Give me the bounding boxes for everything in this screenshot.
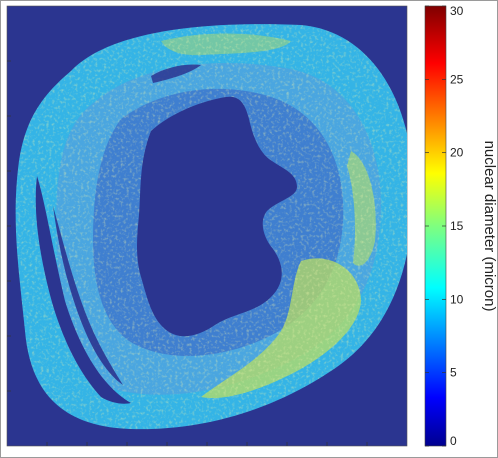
- upper-gap: [151, 64, 201, 83]
- central-cavity: [137, 96, 297, 337]
- tissue-map: [15, 24, 407, 430]
- colorbar-tick-label: 25: [450, 72, 464, 86]
- colorbar-tick-label: 10: [450, 292, 464, 306]
- colorbar-tick-label: 20: [450, 146, 464, 160]
- colorbar-label: nuclear diameter (micron): [481, 141, 497, 312]
- colorbar: 0 5 10 15 20 25 30 nuclear diameter (micron): [424, 4, 497, 448]
- y-axis-ticks: [7, 60, 11, 392]
- colorbar-tick-label: 30: [450, 4, 464, 18]
- colorbar-ticks: 0 5 10 15 20 25 30: [425, 4, 464, 448]
- left-wall-gap: [35, 176, 131, 404]
- plot-area: [6, 5, 408, 447]
- x-axis-ticks: [46, 442, 368, 446]
- colorbar-tick-label: 15: [450, 219, 464, 233]
- colorbar-tick-label: 5: [450, 366, 457, 380]
- colorbar-tick-label: 0: [450, 434, 457, 448]
